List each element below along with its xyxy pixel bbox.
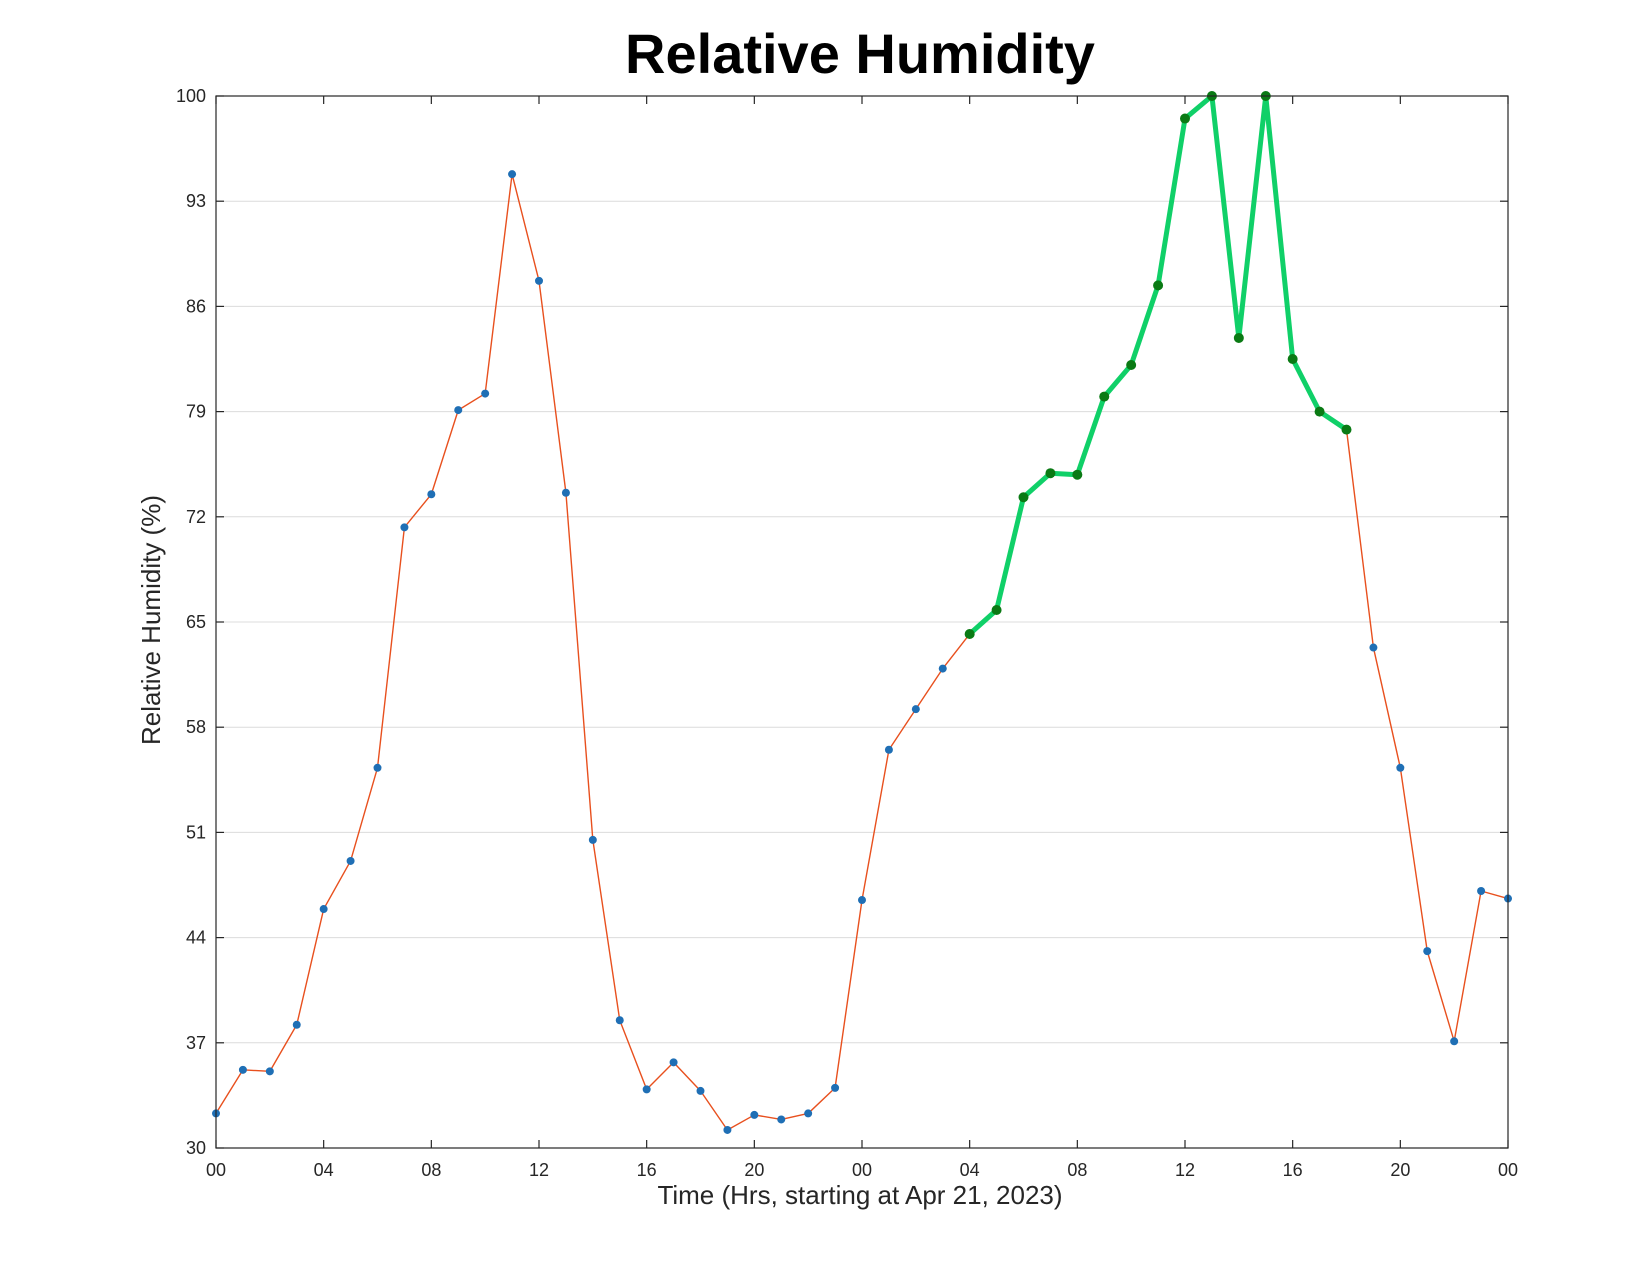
y-tick-label: 51 bbox=[186, 822, 206, 842]
grid-lines bbox=[216, 95, 1508, 1149]
highlighted-data-point bbox=[1018, 492, 1029, 503]
data-point bbox=[777, 1115, 786, 1124]
data-point bbox=[265, 1067, 274, 1076]
x-tick-label: 00 bbox=[852, 1160, 872, 1180]
data-point bbox=[1477, 887, 1486, 896]
data-point bbox=[750, 1110, 759, 1119]
data-point bbox=[696, 1086, 705, 1095]
y-tick-label: 86 bbox=[186, 296, 206, 316]
highlighted-data-point bbox=[1045, 468, 1056, 479]
highlighted-data-point bbox=[1072, 469, 1083, 480]
x-axis-label: Time (Hrs, starting at Apr 21, 2023) bbox=[657, 1180, 1062, 1210]
highlighted-data-point bbox=[1180, 113, 1190, 124]
data-point bbox=[427, 490, 436, 499]
y-tick-label: 100 bbox=[176, 86, 206, 106]
x-tick-label: 04 bbox=[960, 1160, 980, 1180]
y-tick-label: 79 bbox=[186, 402, 206, 422]
highlighted-data-point bbox=[1153, 280, 1164, 291]
data-point bbox=[1450, 1037, 1459, 1046]
axis-ticks: 30 37 44 51 58 65 72 79 86 93 100 00 04 08 12 16 20 00 04 0… bbox=[176, 86, 1518, 1180]
y-tick-label: 93 bbox=[186, 191, 206, 211]
data-point bbox=[454, 406, 463, 415]
data-point bbox=[804, 1109, 813, 1118]
data-point bbox=[238, 1065, 247, 1074]
highlighted-data-point bbox=[991, 604, 1002, 615]
series-layer bbox=[212, 91, 1512, 1134]
data-point bbox=[1369, 643, 1378, 652]
x-tick-label: 08 bbox=[421, 1160, 441, 1180]
y-tick-label: 37 bbox=[186, 1033, 206, 1053]
y-tick-label: 58 bbox=[186, 717, 206, 737]
humidity-series-line bbox=[215, 95, 1509, 1131]
x-tick-label: 16 bbox=[1283, 1160, 1303, 1180]
data-point bbox=[669, 1058, 678, 1067]
highlighted-series-line bbox=[968, 93, 1348, 636]
x-tick-label: 04 bbox=[314, 1160, 334, 1180]
data-point bbox=[884, 745, 893, 754]
data-point bbox=[373, 763, 382, 772]
highlighted-data-point bbox=[1314, 406, 1325, 417]
y-tick-label: 65 bbox=[186, 612, 206, 632]
x-tick-label: 00 bbox=[1498, 1160, 1518, 1180]
y-tick-label: 30 bbox=[186, 1138, 206, 1158]
highlighted-data-point bbox=[1099, 391, 1110, 402]
x-tick-label: 00 bbox=[206, 1160, 226, 1180]
x-tick-label: 16 bbox=[637, 1160, 657, 1180]
data-point bbox=[319, 905, 328, 914]
data-point bbox=[561, 488, 570, 497]
data-point bbox=[858, 896, 866, 905]
data-point bbox=[535, 276, 543, 285]
y-tick-label: 72 bbox=[186, 507, 206, 527]
x-tick-label: 20 bbox=[1390, 1160, 1410, 1180]
data-point bbox=[642, 1085, 651, 1094]
data-point bbox=[1423, 947, 1432, 956]
data-point bbox=[723, 1125, 732, 1134]
data-point bbox=[938, 664, 947, 673]
chart-title: Relative Humidity bbox=[625, 22, 1095, 85]
x-tick-label: 20 bbox=[744, 1160, 764, 1180]
highlighted-data-point bbox=[964, 629, 975, 640]
data-point bbox=[831, 1083, 840, 1092]
data-point bbox=[481, 389, 490, 398]
highlighted-data-point bbox=[1126, 360, 1137, 371]
data-point bbox=[292, 1020, 301, 1029]
x-tick-label: 08 bbox=[1067, 1160, 1087, 1180]
data-point bbox=[508, 170, 517, 179]
x-tick-label: 12 bbox=[1175, 1160, 1195, 1180]
data-point bbox=[615, 1016, 624, 1025]
data-point bbox=[911, 705, 920, 714]
y-axis-label: Relative Humidity (%) bbox=[136, 495, 166, 745]
highlighted-data-point bbox=[1287, 354, 1298, 364]
highlighted-data-point bbox=[1233, 332, 1244, 343]
y-tick-label: 44 bbox=[186, 928, 206, 948]
x-tick-label: 12 bbox=[529, 1160, 549, 1180]
data-point bbox=[588, 835, 597, 844]
data-point bbox=[400, 523, 409, 532]
data-point bbox=[346, 856, 355, 865]
data-point bbox=[1396, 763, 1405, 772]
highlighted-data-point bbox=[1341, 424, 1352, 435]
